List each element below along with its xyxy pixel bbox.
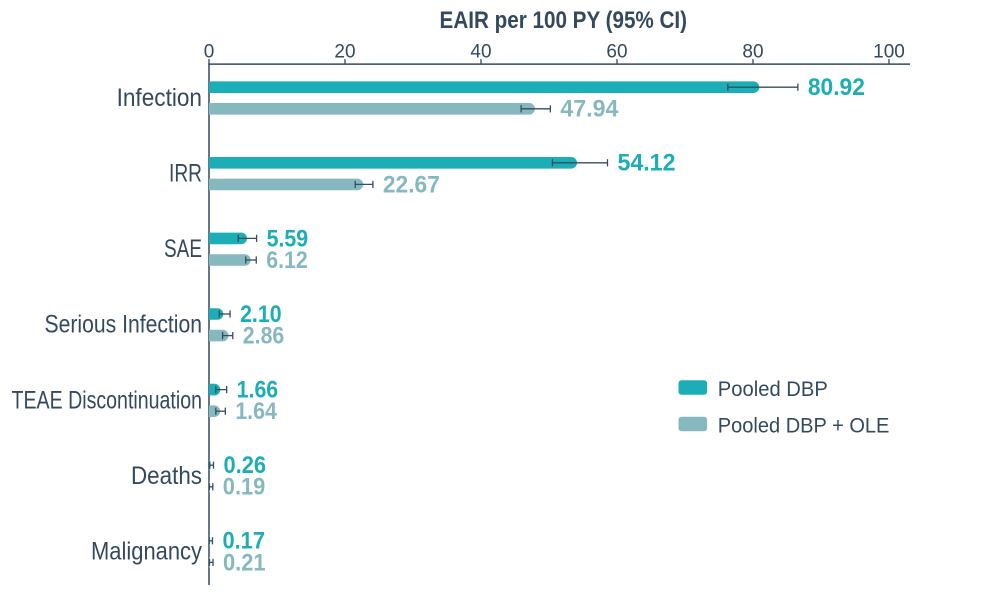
svg-text:2.10: 2.10 xyxy=(240,301,282,328)
svg-text:1.64: 1.64 xyxy=(235,398,277,425)
svg-text:6.12: 6.12 xyxy=(266,247,308,274)
svg-text:Serious Infection: Serious Infection xyxy=(45,311,203,339)
svg-text:80.92: 80.92 xyxy=(808,74,865,101)
svg-text:47.94: 47.94 xyxy=(560,96,619,123)
svg-text:0.21: 0.21 xyxy=(223,549,266,576)
svg-text:Malignancy: Malignancy xyxy=(91,538,202,566)
svg-text:0: 0 xyxy=(204,42,215,63)
svg-text:Infection: Infection xyxy=(117,84,202,112)
svg-text:Pooled DBP: Pooled DBP xyxy=(718,378,828,401)
svg-text:IRR: IRR xyxy=(169,160,202,188)
svg-text:TEAE Discontinuation: TEAE Discontinuation xyxy=(12,386,203,414)
svg-text:54.12: 54.12 xyxy=(617,150,675,177)
svg-text:60: 60 xyxy=(606,42,627,63)
svg-text:22.67: 22.67 xyxy=(383,171,440,198)
svg-text:1.66: 1.66 xyxy=(237,377,279,404)
svg-text:40: 40 xyxy=(470,42,491,63)
svg-text:20: 20 xyxy=(334,42,355,63)
svg-text:Deaths: Deaths xyxy=(131,462,202,490)
svg-text:0.17: 0.17 xyxy=(222,528,265,555)
svg-text:0.19: 0.19 xyxy=(223,474,266,501)
svg-text:Pooled DBP + OLE: Pooled DBP + OLE xyxy=(718,414,890,437)
svg-text:80: 80 xyxy=(742,42,763,63)
svg-text:2.86: 2.86 xyxy=(243,323,284,350)
svg-text:EAIR per 100 PY (95% CI): EAIR per 100 PY (95% CI) xyxy=(440,7,688,34)
svg-text:5.59: 5.59 xyxy=(267,225,309,252)
svg-text:0.26: 0.26 xyxy=(223,452,265,479)
svg-text:SAE: SAE xyxy=(164,235,202,263)
svg-text:100: 100 xyxy=(873,42,905,63)
